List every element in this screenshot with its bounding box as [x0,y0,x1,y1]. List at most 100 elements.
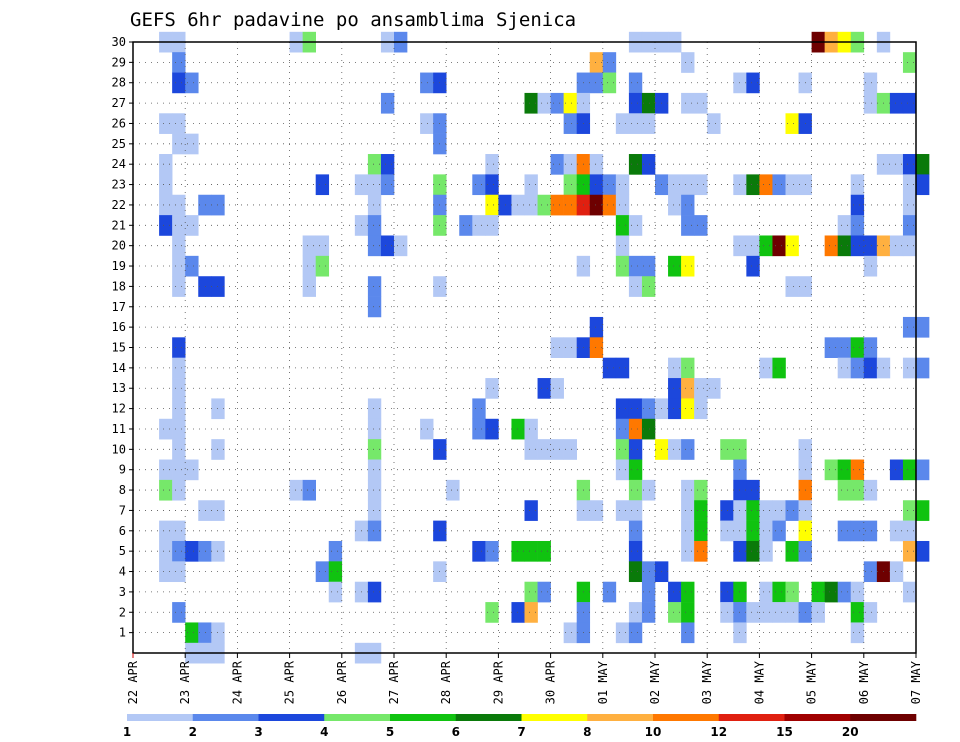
heatmap-cell [785,581,799,603]
heatmap-cell [485,194,499,216]
heatmap-cell [772,602,786,623]
heatmap-cell [563,622,577,644]
heatmap-cell [694,215,708,236]
legend-swatch [521,714,588,721]
heatmap-cell [328,561,343,583]
legend-swatch [127,714,194,721]
heatmap-cell [902,520,917,542]
heatmap-cell [628,602,643,623]
heatmap-cell [511,418,525,440]
heatmap-cell [172,398,186,420]
heatmap-cell [902,215,917,236]
heatmap-cell [615,439,630,460]
heatmap-cell [850,337,865,358]
heatmap-cell [641,276,656,297]
heatmap-cell [367,581,382,603]
heatmap-cell [902,235,917,257]
heatmap-cell [746,255,760,277]
heatmap-cell [550,154,564,175]
heatmap-cell [681,174,695,196]
heatmap-cell [889,235,904,257]
heatmap-cell [746,235,760,257]
heatmap-cell [694,540,708,562]
heatmap-cell [602,174,617,196]
heatmap-cell [420,72,434,94]
heatmap-cell [824,459,838,481]
heatmap-cell [315,561,330,583]
heatmap-cell [759,602,773,623]
heatmap-cell [537,194,551,216]
legend-label: 3 [254,725,262,739]
legend-label: 12 [710,725,727,739]
heatmap-cell [681,500,695,521]
heatmap-cell [485,540,499,562]
heatmap-cell [550,194,564,216]
heatmap-cell [380,92,395,114]
heatmap-cell [641,561,656,583]
heatmap-cell [681,398,695,420]
legend-label: 7 [517,725,525,739]
heatmap-cell [537,92,551,114]
heatmap-cell [720,602,734,623]
heatmap-cell [863,520,878,542]
heatmap-cell [681,581,695,603]
heatmap-cell [785,602,799,623]
x-tick-label: 03 MAY [700,660,714,704]
heatmap-cell [524,174,538,196]
heatmap-cell [172,255,186,277]
heatmap-cell [889,520,904,542]
heatmap-cell [589,72,604,94]
heatmap-cell [615,398,630,420]
heatmap-cell [707,378,721,399]
heatmap-cell [589,154,604,175]
heatmap-cell [628,540,643,562]
heatmap-cell [916,357,930,379]
heatmap-cell [628,398,643,420]
heatmap-cell [172,215,186,236]
heatmap-cell [772,500,786,521]
heatmap-cell [628,561,643,583]
heatmap-cell [850,479,865,501]
heatmap-cell [668,581,682,603]
heatmap-cell [563,113,577,134]
heatmap-cell [472,174,486,196]
heatmap-cell [537,581,551,603]
heatmap-cell [628,520,643,542]
heatmap-cell [759,174,773,196]
x-tick-label: 07 MAY [909,660,923,704]
heatmap-cell [681,439,695,460]
heatmap-cell [850,215,865,236]
heatmap-cell [159,561,173,583]
heatmap-cell [641,581,656,603]
heatmap-cell [681,540,695,562]
heatmap-cell [615,500,630,521]
y-tick-label: 5 [119,544,126,558]
y-tick-label: 29 [112,55,126,69]
legend-swatch [192,714,259,721]
heatmap-cell [746,479,760,501]
heatmap-cell [824,337,838,358]
heatmap-cell [902,174,917,196]
x-tick-label: 04 MAY [752,660,766,704]
heatmap-cell [159,418,173,440]
heatmap-cell [589,194,604,216]
heatmap-cell [681,255,695,277]
heatmap-cell [328,581,343,603]
heatmap-cell [902,581,917,603]
heatmap-cell [367,194,382,216]
heatmap-cell [524,92,538,114]
heatmap-cell [589,337,604,358]
heatmap-cell [289,479,303,501]
heatmap-cell [720,500,734,521]
heatmap-cell [863,235,878,257]
color-legend: 1 2 3 4 5 6 7 8 10 12 15 20 [123,714,917,739]
legend-swatch [324,714,391,721]
heatmap-cell [367,439,382,460]
heatmap-cell [185,540,199,562]
heatmap-cell [172,378,186,399]
heatmap-cell [916,174,930,196]
legend-swatch [258,714,325,721]
heatmap-cell [641,154,656,175]
heatmap-cell [681,602,695,623]
